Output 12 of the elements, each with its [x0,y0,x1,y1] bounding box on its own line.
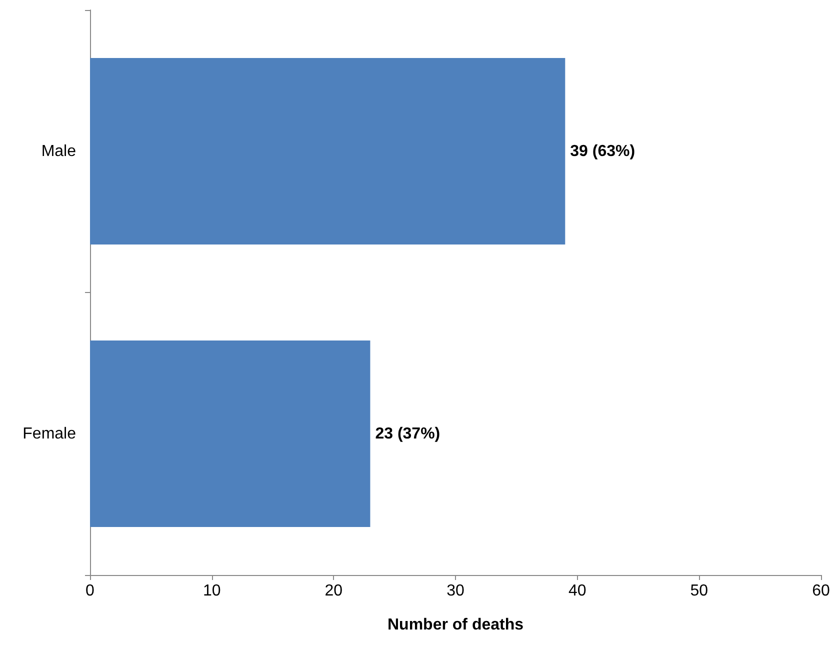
x-tick-label: 40 [568,582,586,600]
x-tick-label: 10 [202,582,221,600]
x-tick-label: 60 [812,582,830,600]
data-label: 23 (37%) [375,425,440,442]
y-tick-label: Male [41,142,76,160]
y-tick-label: Female [22,425,76,442]
x-axis-title: Number of deaths [387,616,524,634]
x-tick-label: 30 [446,582,464,600]
x-tick-label: 0 [86,582,95,600]
x-tick-label: 20 [324,582,343,600]
x-tick-label: 50 [690,582,708,600]
data-label: 39 (63%) [570,142,636,160]
